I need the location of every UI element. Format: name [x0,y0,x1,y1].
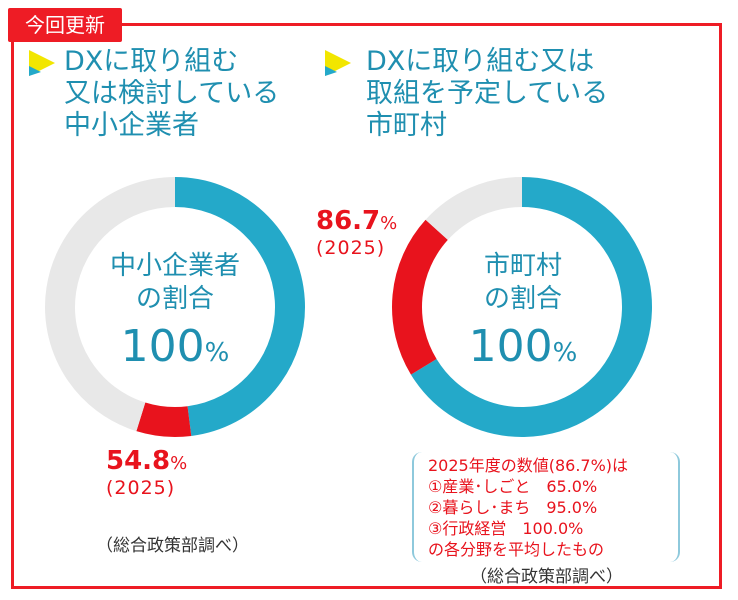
right-title-line-2: 取組を予定している [366,78,609,109]
left-title-line-2: 又は検討している [64,78,280,109]
note-line-3: ②暮らし･まち 95.0% [428,498,598,517]
right-center-line-1: 市町村 [483,251,562,281]
right-value-number: 86.7 [316,206,381,236]
left-source-note: （総合政策部調べ） [96,536,249,556]
left-title-line-3: 中小企業者 [64,110,199,141]
donut-0-segment-red [136,402,192,437]
arrow-triangle-icon-left [29,50,55,76]
donut-1-segment-teal [410,177,652,437]
donut-chart-right [392,177,652,437]
right-center-number: 100 [468,321,553,372]
right-center-line-2: の割合 [483,284,562,314]
left-center-value: 100% [75,320,275,380]
donut-1-segment-red [392,219,449,375]
note-line-2: ①産業･しごと 65.0% [428,477,598,496]
right-chart-title: DXに取り組む又は 取組を予定している 市町村 [366,46,608,142]
donut-0-segment-gray [45,177,176,432]
arrow-triangle-icon-right [325,50,351,76]
left-center-line-1: 中小企業者 [109,251,240,281]
right-title-line-1: DXに取り組む又は [366,46,595,77]
left-center-label: 中小企業者 の割合 100% [75,250,275,380]
right-center-unit: % [552,338,578,368]
note-line-4: ③行政経営 100.0% [428,519,584,538]
right-center-label: 市町村 の割合 100% [423,250,623,380]
update-frame [11,23,722,589]
note-line-5: の各分野を平均したもの [428,540,605,559]
right-year-label: (2025) [316,237,386,259]
left-value-number: 54.8 [106,446,171,476]
note-text: 2025年度の数値(86.7%)は ①産業･しごと 65.0% ②暮らし･まち … [428,455,628,560]
right-source-note: （総合政策部調べ） [470,567,623,587]
right-value-label: 86.7% (2025) [316,206,397,260]
left-title-line-1: DXに取り組む [64,46,239,77]
right-title-line-3: 市町村 [366,110,447,141]
donut-chart-left [45,177,305,437]
right-value-unit: % [380,213,398,234]
left-center-unit: % [204,338,230,368]
left-center-number: 100 [120,321,205,372]
left-year-label: (2025) [106,477,176,499]
left-center-line-2: の割合 [135,284,214,314]
left-value-unit: % [170,453,188,474]
donut-1-segment-gray [425,177,523,241]
right-center-value: 100% [423,320,623,380]
update-badge: 今回更新 [8,8,122,42]
left-chart-title: DXに取り組む 又は検討している 中小企業者 [64,46,279,142]
note-line-1: 2025年度の数値(86.7%)は [428,456,629,475]
note-bracket-box [412,452,680,562]
left-value-label: 54.8% (2025) [106,446,187,500]
donut-0-segment-teal [174,177,305,436]
